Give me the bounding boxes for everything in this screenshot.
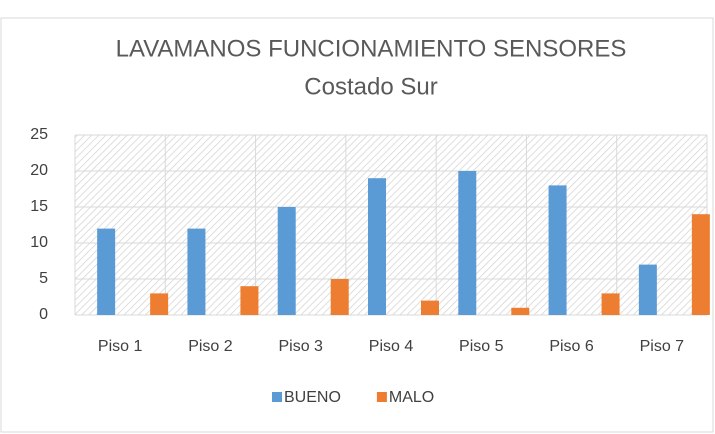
chart-subtitle: Costado Sur [304, 73, 437, 100]
bar [421, 300, 439, 315]
bar [638, 264, 657, 315]
y-tick-label: 10 [30, 234, 48, 251]
x-tick-label: Piso 4 [369, 338, 414, 355]
bar [187, 228, 206, 315]
x-tick-label: Piso 7 [640, 338, 685, 355]
bar [277, 207, 296, 315]
x-tick-label: Piso 6 [549, 338, 594, 355]
chart-title: LAVAMANOS FUNCIONAMIENTO SENSORES [116, 35, 627, 62]
bar [240, 286, 259, 315]
legend-label: BUENO [284, 389, 341, 406]
y-tick-label: 15 [30, 198, 48, 215]
bar [601, 293, 620, 315]
x-tick-label: Piso 2 [188, 338, 233, 355]
y-tick-label: 0 [39, 306, 48, 323]
legend-swatch [376, 392, 387, 402]
bar [548, 185, 567, 315]
legend-label: MALO [389, 389, 434, 406]
bar [511, 307, 530, 315]
legend-swatch [272, 392, 282, 402]
bar [330, 279, 349, 315]
x-tick-label: Piso 3 [278, 338, 323, 355]
y-tick-label: 25 [30, 126, 48, 143]
x-tick-label: Piso 5 [459, 338, 504, 355]
bar [458, 171, 477, 315]
bar [97, 228, 116, 315]
x-tick-label: Piso 1 [98, 338, 143, 355]
y-tick-label: 20 [30, 162, 48, 179]
plot-area [75, 135, 707, 315]
y-tick-label: 5 [39, 270, 48, 287]
bar [368, 178, 386, 315]
bar [691, 214, 710, 315]
bar [150, 293, 169, 315]
